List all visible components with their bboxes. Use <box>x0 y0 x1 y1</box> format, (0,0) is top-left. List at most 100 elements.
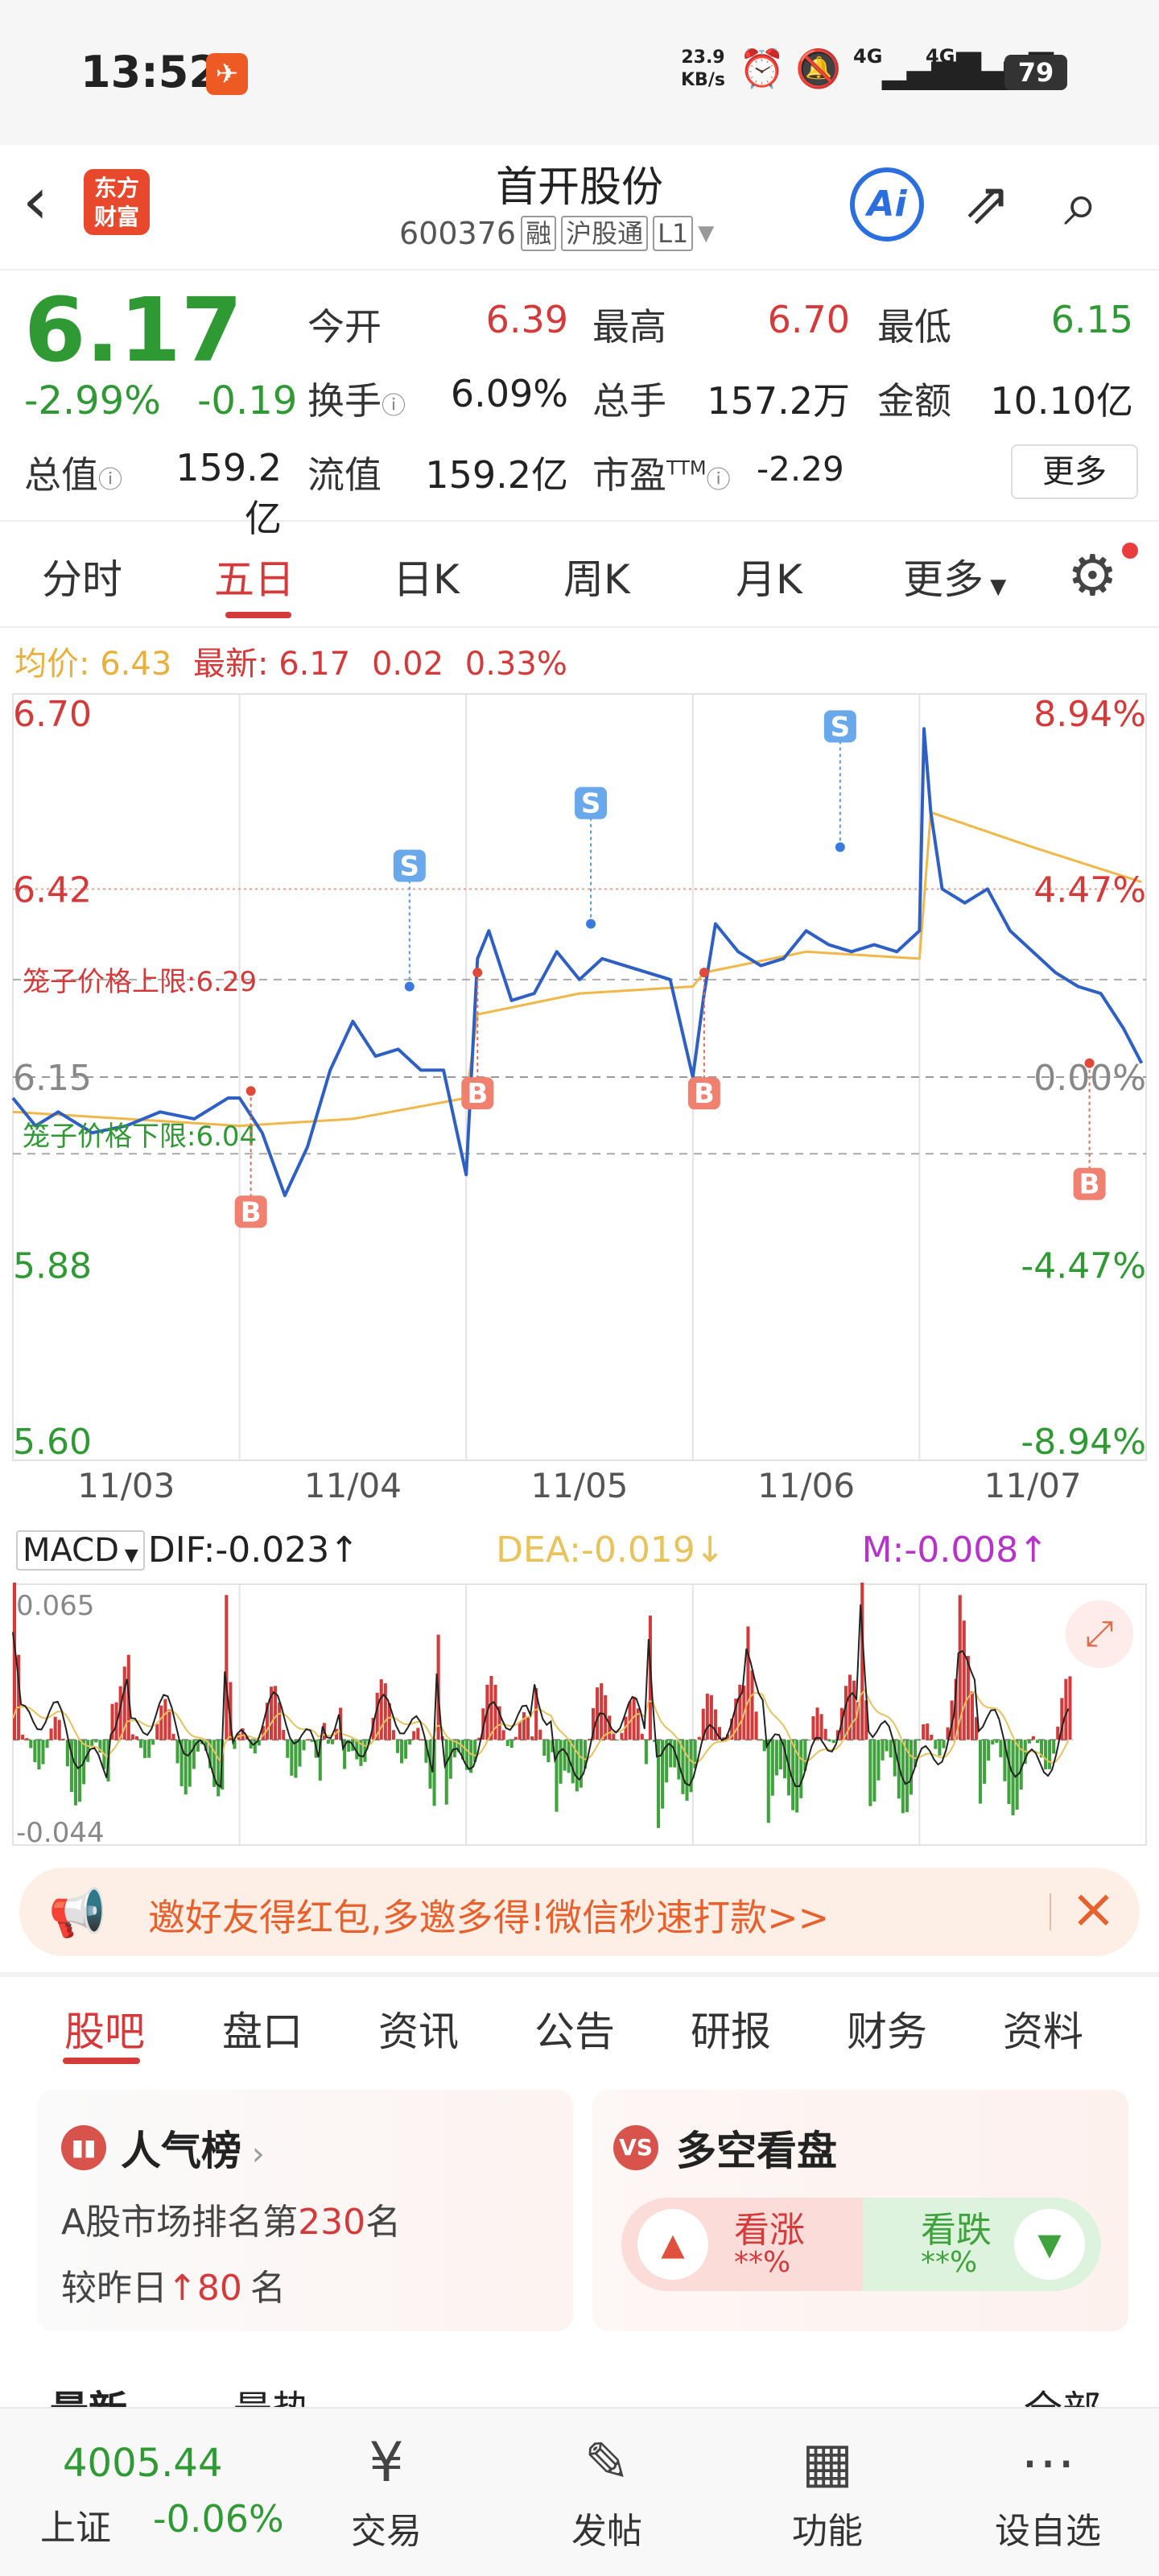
back-arrow-icon[interactable]: ‹ <box>23 163 48 238</box>
more-button[interactable]: 更多 <box>1011 444 1138 499</box>
tab-daily-k[interactable]: 日K <box>393 556 460 603</box>
macd-bar <box>469 1740 473 1773</box>
macd-bar <box>795 1740 799 1813</box>
macd-bar <box>856 1702 860 1740</box>
nav-add-watchlist[interactable]: ⋯ 设自选 <box>984 2429 1112 2553</box>
cage-lower-label: 笼子价格下限:6.04 <box>23 1121 257 1153</box>
eastmoney-logo[interactable]: 东方 财富 <box>84 169 150 235</box>
tab-more[interactable]: 更多 ▼ <box>903 556 1007 603</box>
search-icon[interactable]: ⌕ <box>1064 167 1099 239</box>
tab-weekly-k[interactable]: 周K <box>563 556 630 603</box>
macd-bar <box>343 1740 347 1769</box>
macd-bar <box>774 1740 778 1776</box>
macd-bar <box>261 1726 265 1740</box>
macd-m: M:-0.008↑ <box>861 1530 1049 1571</box>
tab-intraday[interactable]: 分时 <box>42 556 122 603</box>
volume-value: 157.2万 <box>707 379 850 423</box>
five-day-chart[interactable]: 6.70 8.94%6.42 4.47%6.15 0.00%5.88 -4.47%5.6… <box>0 691 1159 1504</box>
pe-label: 市盈TTMⓘ <box>592 453 731 497</box>
macd-bar <box>542 1740 547 1757</box>
macd-bar <box>652 1740 657 1742</box>
gear-icon[interactable]: ⚙ <box>1067 543 1118 609</box>
macd-bar <box>497 1706 501 1740</box>
signal-icon: ▂▄▆█ <box>882 53 982 90</box>
content-tab-underline <box>63 2058 140 2064</box>
edit-icon: ✎ <box>584 2431 630 2495</box>
macd-bar <box>612 1733 616 1740</box>
macd-bar <box>245 1736 249 1740</box>
macd-bar <box>734 1699 738 1740</box>
tab-news[interactable]: 资讯 <box>378 2008 459 2055</box>
dropdown-icon: ▼ <box>698 221 715 246</box>
nav-post[interactable]: ✎ 发帖 <box>542 2429 671 2553</box>
ai-button[interactable]: Ai <box>850 167 924 242</box>
marker-box <box>823 710 856 743</box>
macd-bar <box>217 1740 221 1797</box>
macd-bar <box>934 1740 938 1749</box>
macd-bar <box>750 1670 754 1740</box>
low-value: 6.15 <box>1050 298 1133 341</box>
down-arrow-icon[interactable]: ▼ <box>1014 2209 1085 2280</box>
float-value: 159.2亿 <box>425 453 568 497</box>
marker-label: B <box>1079 1169 1100 1201</box>
macd-bar <box>274 1686 278 1740</box>
macd-bar <box>974 1717 979 1740</box>
macd-bar <box>876 1740 881 1781</box>
popularity-title: 人气榜 › <box>121 2128 265 2174</box>
macd-bar <box>265 1703 269 1740</box>
tab-profile[interactable]: 资料 <box>1003 2008 1083 2055</box>
avg-value: 6.43 <box>100 646 172 683</box>
macd-selector[interactable]: MACD ▼ <box>16 1530 145 1571</box>
tab-announcements[interactable]: 公告 <box>534 2008 615 2055</box>
macd-bar <box>954 1678 958 1740</box>
macd-bar <box>897 1740 901 1799</box>
expand-icon[interactable]: ⤢ <box>1066 1600 1133 1668</box>
macd-bar <box>778 1740 782 1769</box>
macd-chart[interactable]: 0.065 -0.044 <box>0 1583 1159 1848</box>
y-tick-left: 6.15 <box>13 1058 92 1099</box>
mktcap-label: 总值ⓘ <box>24 453 122 497</box>
macd-bar <box>962 1620 966 1740</box>
vote-up-label: 看涨 <box>734 2210 805 2251</box>
macd-bar <box>979 1740 983 1804</box>
macd-bar <box>803 1740 807 1771</box>
invite-banner[interactable]: 📢 邀好友得红包,多邀多得!微信秒速打款>> × <box>19 1868 1140 1956</box>
grid-icon: ▦ <box>801 2431 854 2495</box>
marker-dot <box>1084 1058 1095 1068</box>
stock-code-row[interactable]: 600376 融 沪股通 L1 ▼ <box>399 216 714 251</box>
nav-trade[interactable]: ¥ 交易 <box>322 2429 451 2553</box>
macd-bar <box>538 1729 542 1740</box>
index-value[interactable]: 4005.44 <box>63 2441 223 2486</box>
macd-bar <box>1060 1698 1064 1740</box>
macd-bar <box>375 1692 379 1740</box>
nav-functions[interactable]: ▦ 功能 <box>763 2429 892 2553</box>
marker-label: B <box>241 1196 262 1228</box>
macd-bar <box>1007 1740 1011 1805</box>
macd-bar <box>991 1740 995 1745</box>
macd-bar <box>815 1707 819 1740</box>
stock-code: 600376 <box>399 216 517 251</box>
share-icon[interactable]: ⇗ <box>963 169 1012 237</box>
vote-down-label: 看跌 <box>921 2210 992 2251</box>
close-icon[interactable]: × <box>1070 1877 1116 1941</box>
macd-bar <box>493 1684 497 1740</box>
tab-guba[interactable]: 股吧 <box>64 2008 145 2055</box>
macd-bar <box>987 1740 991 1761</box>
popularity-delta: 较昨日↑80 名 <box>61 2268 286 2309</box>
marker-label: B <box>694 1078 715 1110</box>
tab-pankou[interactable]: 盘口 <box>222 2008 303 2055</box>
macd-bar <box>893 1740 897 1777</box>
up-arrow-icon[interactable]: ▲ <box>637 2209 708 2280</box>
tab-research[interactable]: 研报 <box>691 2008 771 2055</box>
macd-bar <box>1039 1740 1044 1758</box>
macd-bar <box>143 1740 147 1758</box>
tab-five-day[interactable]: 五日 <box>214 556 295 603</box>
series-line-price <box>11 727 1144 1198</box>
macd-bar <box>1019 1740 1023 1790</box>
macd-bar <box>167 1709 171 1740</box>
tab-finance[interactable]: 财务 <box>847 2008 927 2055</box>
popularity-card[interactable] <box>37 2090 573 2331</box>
tab-monthly-k[interactable]: 月K <box>736 556 802 603</box>
vote-down-value: **% <box>921 2246 978 2279</box>
quote-panel: 6.17 -2.99% -0.19 今开 6.39 最高 6.70 最低 6.1… <box>0 272 1159 540</box>
